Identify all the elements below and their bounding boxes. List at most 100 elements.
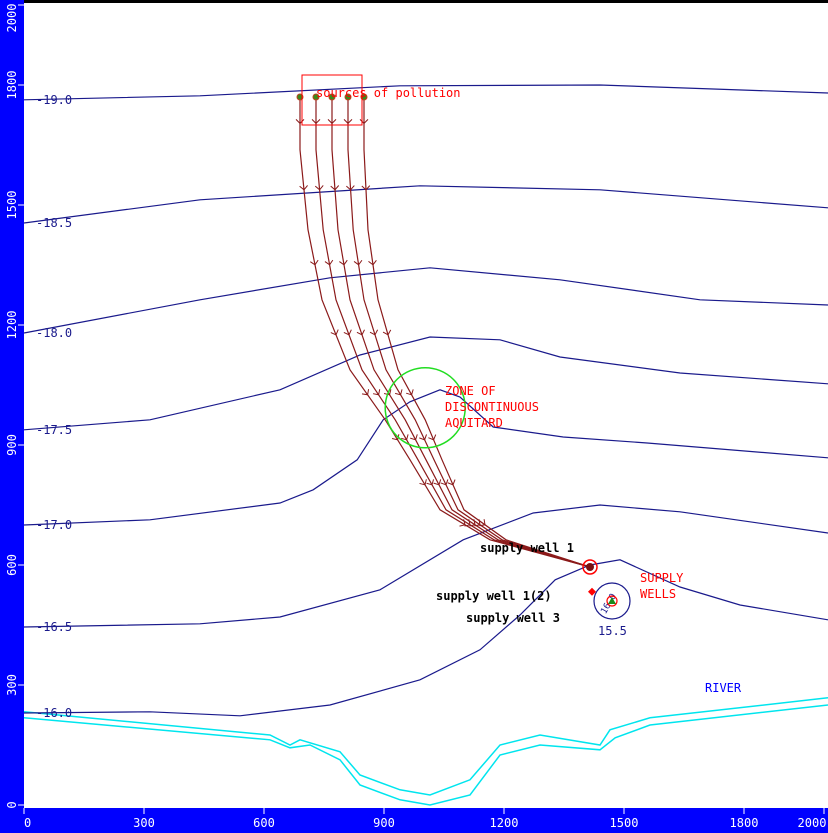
pathline-arrow: [428, 434, 437, 441]
pathline-arrow: [310, 259, 319, 266]
contour-label: -17.5: [36, 423, 72, 437]
supply-wells-label: SUPPLY: [640, 571, 684, 585]
particle-start: [312, 93, 320, 101]
contour-label: -16.0: [36, 706, 72, 720]
pathline-arrow: [395, 389, 403, 396]
contour-label: -18.0: [36, 326, 72, 340]
well-marker: [582, 559, 598, 575]
pathline-arrow: [382, 329, 392, 336]
contour-line: [23, 84, 828, 101]
pathline-arrow: [311, 119, 321, 125]
y-tick-label: 1800: [5, 71, 19, 100]
y-tick-label: 2000: [5, 4, 19, 33]
river-line: [23, 697, 828, 796]
pathline-arrow: [406, 389, 414, 396]
pathline-arrow: [410, 434, 418, 441]
contour-label: -17.0: [36, 518, 72, 532]
y-tick-label: 1200: [5, 311, 19, 340]
contour-line: [23, 504, 828, 628]
well-marker: [608, 597, 616, 604]
pathline-arrow: [330, 185, 340, 191]
x-tick-label: 1800: [730, 816, 759, 830]
y-tick-label: 1500: [5, 191, 19, 220]
well-marker: [588, 587, 596, 596]
pathline-arrow: [440, 479, 449, 486]
particle-start: [328, 93, 336, 101]
river-lines: [23, 697, 828, 806]
pathline-arrow: [369, 329, 379, 336]
pathline: [363, 97, 591, 568]
axes: 0 300 600 900 1200 1500 1800 2000 0 300 600 900 1200…: [5, 4, 826, 830]
x-tick-label: 900: [373, 816, 395, 830]
zone-label: AQUITARD: [445, 416, 503, 430]
pathline-arrow: [383, 389, 392, 396]
contour-label: -18.5: [36, 216, 72, 230]
x-tick-label: 1500: [610, 816, 639, 830]
pathline-arrow: [353, 259, 363, 266]
pathline-arrow: [433, 479, 442, 486]
annotations: sources of pollution ZONE OF DISCONTINUOUS…: [301, 74, 742, 695]
river-label: RIVER: [705, 681, 742, 695]
contour-line: [23, 389, 828, 526]
pathline-arrow: [361, 389, 370, 396]
contour-line: [23, 559, 828, 717]
pathline-arrow: [343, 329, 352, 336]
well-label: supply well 3: [466, 611, 560, 625]
top-border: [24, 0, 828, 3]
pathline-arrow: [426, 479, 435, 486]
pathline-arrow: [346, 185, 355, 191]
contour-line: [23, 185, 828, 224]
pathline-arrow: [391, 434, 400, 441]
pathline-arrow: [356, 329, 365, 336]
pathline-arrow: [324, 259, 334, 266]
y-tick-label: 300: [5, 674, 19, 696]
x-tick-label: 300: [133, 816, 155, 830]
pathline-arrow: [295, 119, 305, 125]
pathline-arrow: [359, 119, 369, 125]
pathline-arrow: [314, 185, 324, 191]
particle-start: [344, 93, 352, 101]
pathline-arrow: [447, 479, 456, 486]
well-marker: [606, 595, 618, 607]
contour-line: [23, 267, 828, 334]
pathline-arrow: [479, 519, 486, 527]
well-label: supply well 1(2): [436, 589, 552, 603]
supply-wells-label: WELLS: [640, 587, 676, 601]
pathline-arrow: [419, 479, 427, 486]
x-axis-bar: [0, 808, 828, 833]
contour-label: -19.0: [36, 93, 72, 107]
source-area-label: sources of pollution: [316, 86, 461, 100]
pathline-arrow: [401, 434, 409, 441]
pathlines: [295, 93, 591, 568]
x-tick-label: 600: [253, 816, 275, 830]
pathline-arrow: [419, 434, 427, 441]
y-axis-bar: [0, 0, 24, 833]
y-tick-label: 900: [5, 434, 19, 456]
pathline-arrow: [368, 259, 377, 266]
contour-lines: -19.0-18.5-18.0-17.5-17.0-16.5-16.015.51…: [23, 84, 828, 720]
x-tick-label: 1200: [490, 816, 519, 830]
source-area-rect: [301, 74, 363, 126]
contour-label: -16.5: [36, 620, 72, 634]
well-label: supply well 1: [480, 541, 574, 555]
pathline-arrow: [343, 119, 353, 125]
well-contour: [593, 582, 631, 620]
river-line: [23, 704, 828, 806]
pathline-arrow: [327, 119, 337, 125]
pathline-arrow: [372, 389, 381, 396]
contour-label: 15.5: [598, 624, 627, 638]
well-marker: [586, 563, 594, 571]
x-tick-label: 2000: [798, 816, 827, 830]
zone-label: DISCONTINUOUS: [445, 400, 539, 414]
aquitard-zone: [384, 367, 466, 449]
contour-line: [23, 336, 828, 431]
pathline-arrow: [299, 185, 308, 191]
y-tick-label: 600: [5, 554, 19, 576]
pathline: [347, 97, 591, 568]
pathline-arrow: [339, 259, 348, 266]
pathline-arrow: [361, 185, 371, 191]
x-tick-label: 0: [24, 816, 31, 830]
zone-label: ZONE OF: [445, 384, 496, 398]
